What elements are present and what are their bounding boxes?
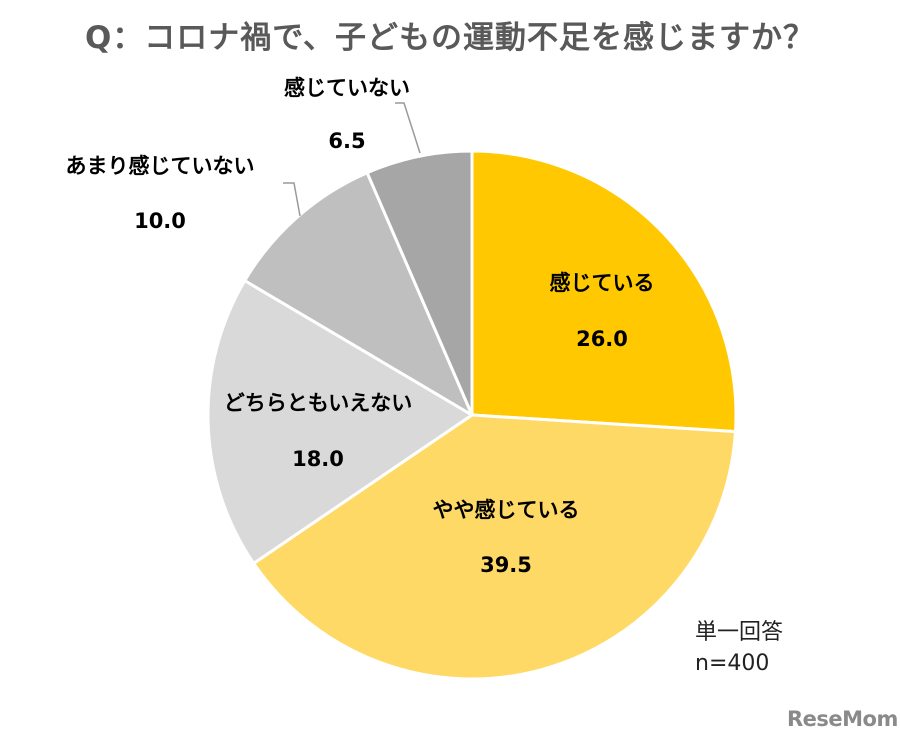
chart-note: 単一回答 n=400 xyxy=(695,617,783,679)
slice-value-3: 18.0 xyxy=(292,447,344,471)
slice-value-1: 26.0 xyxy=(576,327,628,351)
slice-label-4: あまり感じていない xyxy=(66,154,255,178)
slice-value-2: 39.5 xyxy=(480,553,532,577)
chart-title: Q：コロナ禍で、子どもの運動不足を感じますか？ xyxy=(84,20,816,56)
answer-type-note: 単一回答 xyxy=(695,620,784,645)
resemom-logo: ReseMom xyxy=(787,707,898,731)
pie-slice-3 xyxy=(206,279,474,565)
slice-value-5: 6.5 xyxy=(328,129,365,153)
pie-slice-1 xyxy=(470,149,738,434)
slice-label-5: 感じていない xyxy=(284,76,410,100)
pie-slice-5 xyxy=(365,149,474,417)
slice-label-3: どちらともいえない xyxy=(224,391,413,415)
slice-label-1: 感じている xyxy=(550,271,655,295)
slice-value-4: 10.0 xyxy=(134,209,186,233)
sample-size-note: n=400 xyxy=(695,651,770,676)
pie-slice-2 xyxy=(252,413,737,681)
leader-line-5 xyxy=(395,102,421,154)
slice-label-2: やや感じている xyxy=(433,498,580,522)
pie-slice-4 xyxy=(243,171,474,417)
leader-line-4 xyxy=(283,182,301,217)
